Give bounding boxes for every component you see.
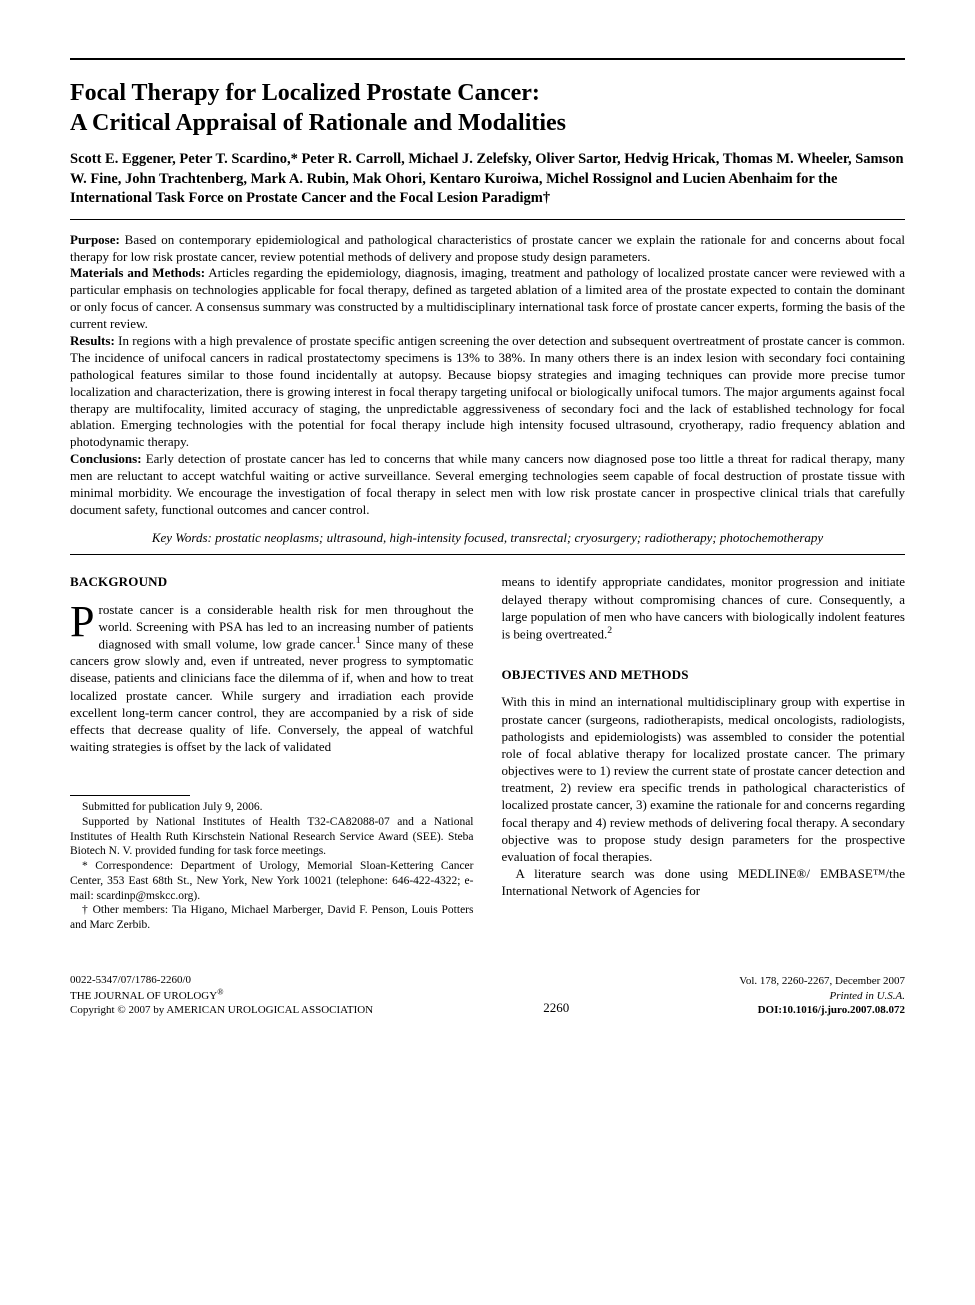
footnotes-block: Submitted for publication July 9, 2006. … <box>70 800 474 932</box>
right-p1-text: means to identify appropriate candidates… <box>502 574 906 641</box>
footnote-supported: Supported by National Institutes of Heal… <box>70 815 474 859</box>
conclusions-text: Early detection of prostate cancer has l… <box>70 451 905 517</box>
doi-value: 10.1016/j.juro.2007.08.072 <box>782 1004 905 1016</box>
journal-name-rest: JOURNAL OF UROLOGY <box>94 990 217 1002</box>
journal-name-sc: HE <box>77 990 94 1002</box>
results-text: In regions with a high prevalence of pro… <box>70 333 905 449</box>
footer-right: Vol. 178, 2260-2267, December 2007 Print… <box>739 974 905 1017</box>
footer-left: 0022-5347/07/1786-2260/0 THE JOURNAL OF … <box>70 973 373 1018</box>
purpose-label: Purpose: <box>70 232 120 247</box>
footnote-other-members: † Other members: Tia Higano, Michael Mar… <box>70 903 474 932</box>
objectives-p1: With this in mind an international multi… <box>502 693 906 865</box>
dropcap-letter: P <box>70 601 98 640</box>
background-paragraph: Prostate cancer is a considerable health… <box>70 601 474 756</box>
background-p1b: Since many of these cancers grow slowly … <box>70 636 474 754</box>
objectives-p2: A literature search was done using MEDLI… <box>502 865 906 899</box>
footnote-rule <box>70 795 190 796</box>
keywords-text: prostatic neoplasms; ultrasound, high-in… <box>212 530 823 545</box>
journal-name: THE JOURNAL OF UROLOGY® <box>70 990 223 1002</box>
abstract-block: Purpose: Based on contemporary epidemiol… <box>70 232 905 519</box>
page-footer: 0022-5347/07/1786-2260/0 THE JOURNAL OF … <box>70 973 905 1018</box>
page-number: 2260 <box>543 1000 569 1015</box>
abstract-rule <box>70 554 905 555</box>
conclusions-label: Conclusions: <box>70 451 142 466</box>
methods-label: Materials and Methods: <box>70 265 205 280</box>
background-heading: BACKGROUND <box>70 573 474 590</box>
top-rule <box>70 58 905 60</box>
footer-center: 2260 <box>543 1000 569 1017</box>
doi-label: DOI: <box>758 1004 782 1016</box>
keywords-block: Key Words: prostatic neoplasms; ultrasou… <box>110 529 865 547</box>
copyright-line: Copyright © 2007 by AMERICAN UROLOGICAL … <box>70 1004 373 1016</box>
objectives-heading: OBJECTIVES AND METHODS <box>502 666 906 683</box>
volume-line: Vol. 178, 2260-2267, December 2007 <box>739 975 905 987</box>
author-rule <box>70 219 905 220</box>
author-list: Scott E. Eggener, Peter T. Scardino,* Pe… <box>70 150 905 209</box>
title-line-2: A Critical Appraisal of Rationale and Mo… <box>70 110 566 136</box>
issn-line: 0022-5347/07/1786-2260/0 <box>70 974 191 986</box>
printed-line: Printed in U.S.A. <box>830 990 905 1002</box>
keywords-label: Key Words: <box>152 530 212 545</box>
journal-name-pre: T <box>70 990 77 1002</box>
right-column: means to identify appropriate candidates… <box>502 573 906 932</box>
citation-2: 2 <box>607 625 612 636</box>
purpose-text: Based on contemporary epidemiological an… <box>70 232 905 264</box>
results-label: Results: <box>70 333 115 348</box>
right-continuation-p1: means to identify appropriate candidates… <box>502 573 906 642</box>
left-column: BACKGROUND Prostate cancer is a consider… <box>70 573 474 932</box>
registered-mark: ® <box>217 987 223 996</box>
title-line-1: Focal Therapy for Localized Prostate Can… <box>70 80 540 106</box>
footnote-submitted: Submitted for publication July 9, 2006. <box>70 800 474 815</box>
journal-page: Focal Therapy for Localized Prostate Can… <box>0 0 975 1047</box>
article-title: Focal Therapy for Localized Prostate Can… <box>70 78 905 138</box>
two-column-body: BACKGROUND Prostate cancer is a consider… <box>70 573 905 932</box>
footnote-correspondence: * Correspondence: Department of Urology,… <box>70 859 474 903</box>
